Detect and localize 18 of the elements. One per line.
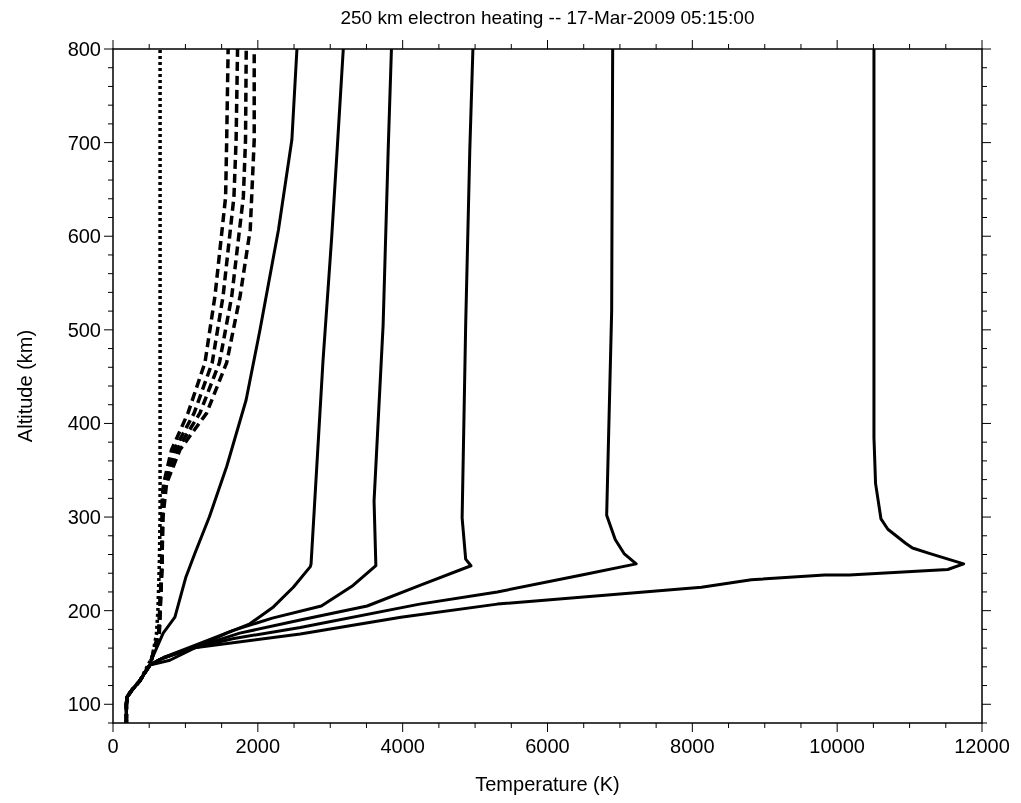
y-tick-label: 600 — [67, 225, 101, 248]
y-tick-label: 800 — [67, 38, 101, 60]
x-tick-label: 12000 — [954, 735, 1010, 757]
y-tick-label: 700 — [67, 131, 101, 154]
y-tick-label: 400 — [67, 412, 101, 435]
y-tick-label: 300 — [67, 506, 101, 529]
x-tick-label: 0 — [107, 735, 119, 757]
x-axis-title: Temperature (K) — [475, 773, 620, 795]
x-tick-label: 10000 — [809, 735, 865, 757]
x-tick-label: 2000 — [235, 735, 281, 757]
y-axis-title: Altitude (km) — [14, 329, 36, 443]
y-tick-label: 100 — [67, 693, 101, 716]
x-tick-label: 6000 — [525, 735, 570, 757]
x-tick-label: 8000 — [670, 735, 715, 757]
y-tick-label: 500 — [67, 318, 101, 341]
x-tick-label: 4000 — [380, 735, 425, 757]
y-tick-label: 200 — [67, 599, 101, 622]
chart-title: 250 km electron heating -- 17-Mar-2009 05:15:00 — [340, 7, 755, 28]
